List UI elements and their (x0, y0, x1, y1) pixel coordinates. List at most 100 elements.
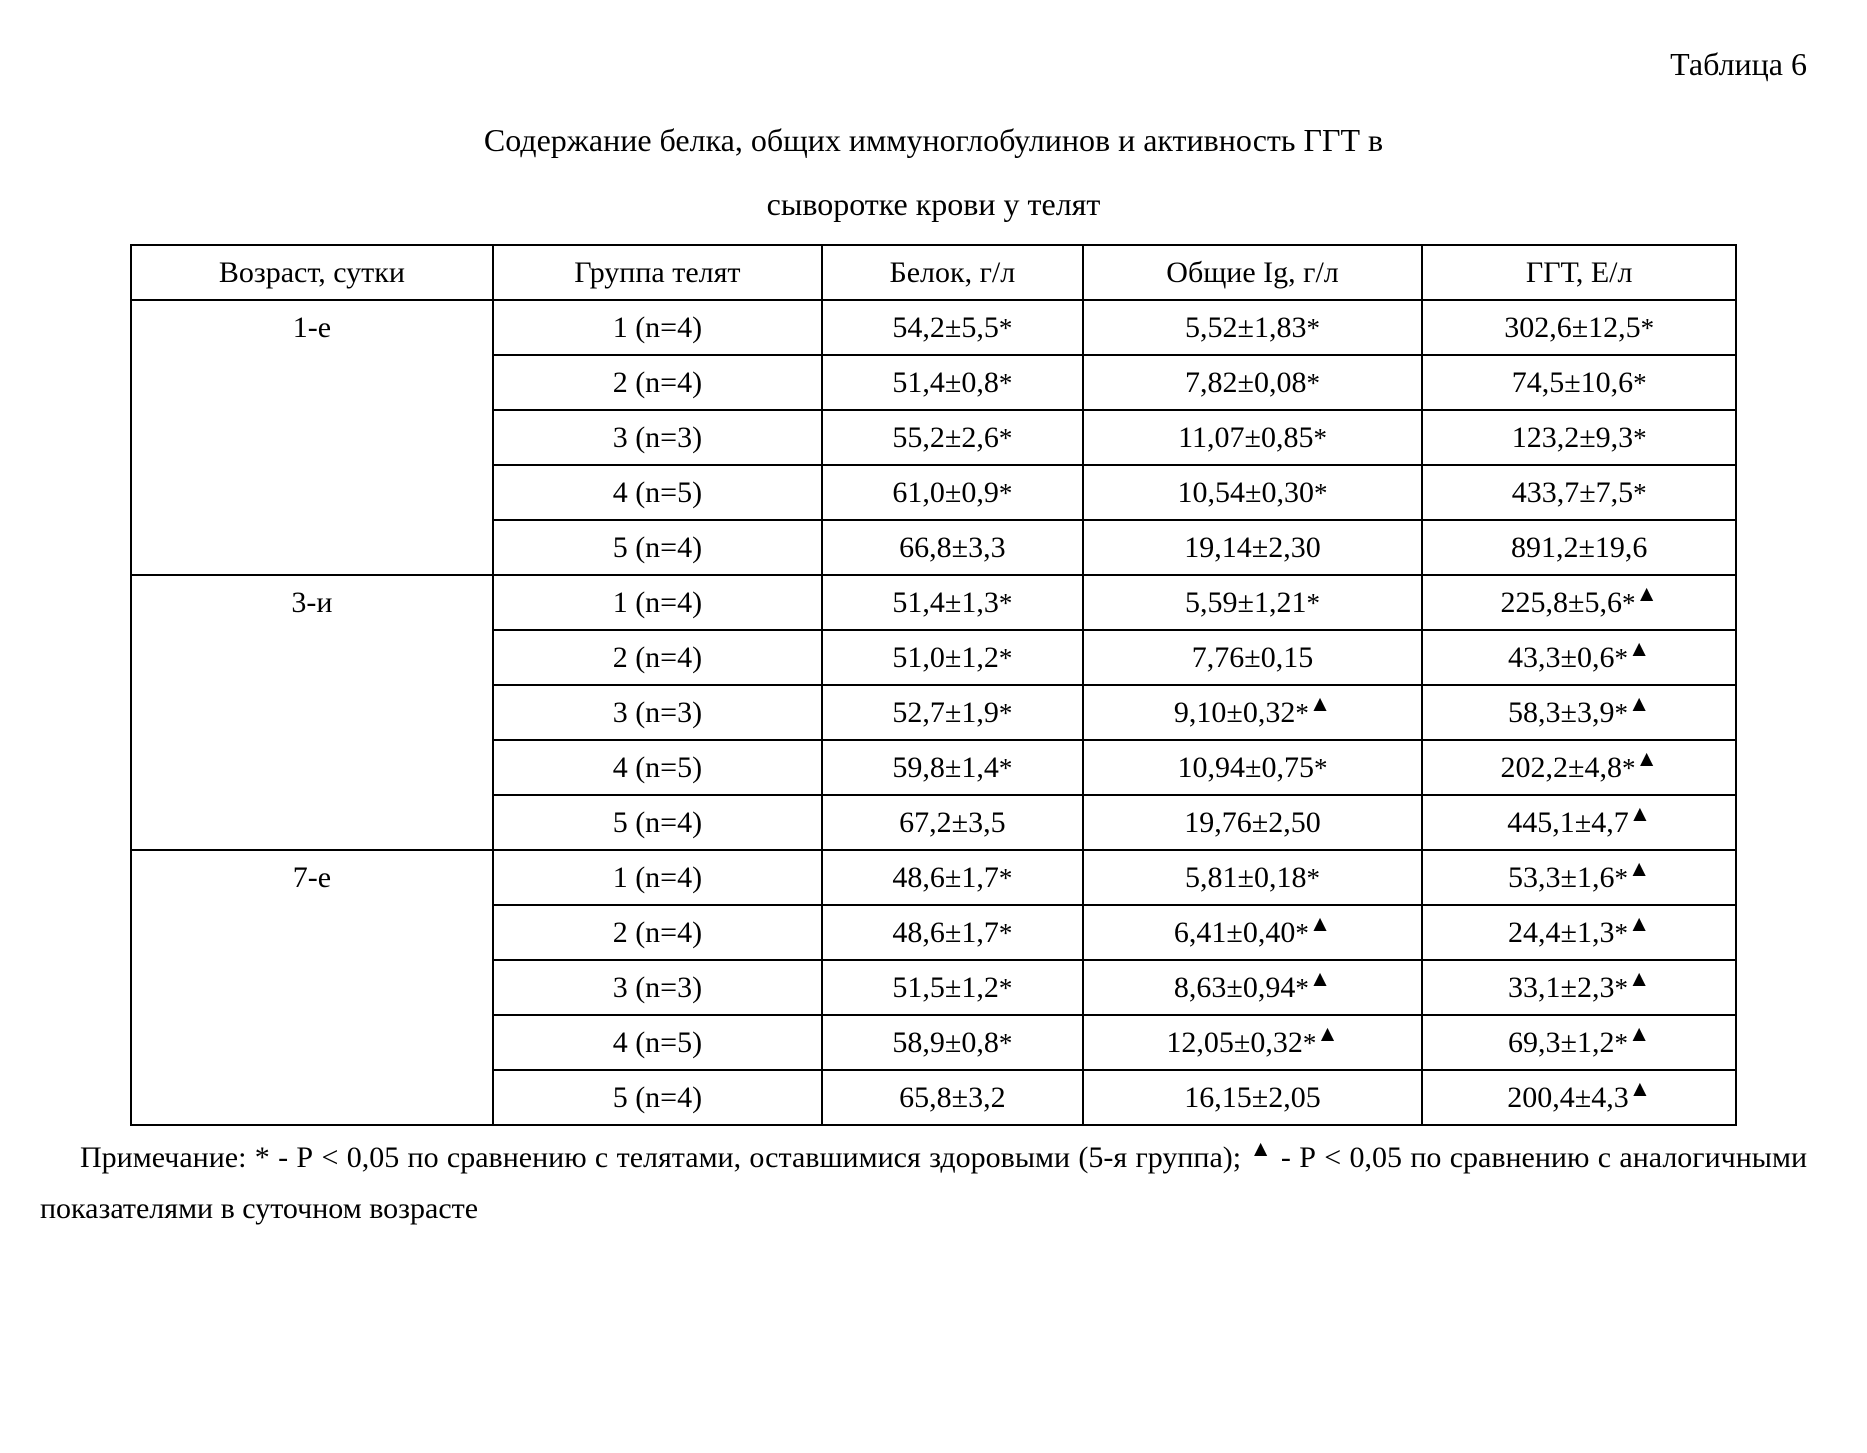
star-mark: * (999, 918, 1013, 948)
star-mark: * (1615, 1028, 1629, 1058)
header-ig: Общие Ig, г/л (1083, 245, 1422, 300)
ggt-value: 225,8±5,6 (1501, 586, 1622, 619)
group-cell: 3 (n=3) (493, 960, 822, 1015)
protein-cell: 54,2±5,5* (822, 300, 1083, 355)
star-mark: * (1303, 1028, 1317, 1058)
protein-value: 59,8±1,4 (892, 751, 998, 784)
ggt-cell: 433,7±7,5* (1422, 465, 1736, 520)
star-mark: * (1295, 698, 1309, 728)
ggt-value: 202,2±4,8 (1501, 751, 1622, 784)
group-cell: 5 (n=4) (493, 520, 822, 575)
table-footnote: Примечание: * - Р < 0,05 по сравнению с … (40, 1132, 1807, 1234)
star-mark: * (1295, 973, 1309, 1003)
ggt-value: 33,1±2,3 (1508, 971, 1614, 1004)
table-body: 1-е1 (n=4)54,2±5,5*5,52±1,83*302,6±12,5*… (131, 300, 1736, 1125)
star-mark: * (1622, 588, 1636, 618)
ggt-value: 24,4±1,3 (1508, 916, 1614, 949)
protein-value: 52,7±1,9 (892, 696, 998, 729)
triangle-mark: ▲ (1636, 746, 1658, 771)
ggt-cell: 53,3±1,6*▲ (1422, 850, 1736, 905)
ggt-cell: 24,4±1,3*▲ (1422, 905, 1736, 960)
star-mark: * (1633, 478, 1647, 508)
title-line-2: сыворотке крови у телят (767, 186, 1101, 222)
star-mark: * (1622, 753, 1636, 783)
ggt-value: 302,6±12,5 (1504, 311, 1640, 344)
table-title: Содержание белка, общих иммуноглобулинов… (60, 108, 1807, 236)
star-mark: * (1307, 588, 1321, 618)
triangle-mark: ▲ (1309, 911, 1331, 936)
star-mark: * (1615, 863, 1629, 893)
triangle-mark: ▲ (1636, 581, 1658, 606)
header-ggt: ГГТ, Е/л (1422, 245, 1736, 300)
table-row: 3-и1 (n=4)51,4±1,3*5,59±1,21*225,8±5,6*▲ (131, 575, 1736, 630)
ig-value: 9,10±0,32 (1174, 696, 1295, 729)
protein-value: 55,2±2,6 (892, 421, 998, 454)
star-mark: * (1314, 753, 1328, 783)
star-mark: * (1314, 478, 1328, 508)
triangle-mark: ▲ (1628, 636, 1650, 661)
ggt-cell: 202,2±4,8*▲ (1422, 740, 1736, 795)
ig-cell: 19,14±2,30 (1083, 520, 1422, 575)
ig-cell: 5,81±0,18* (1083, 850, 1422, 905)
star-mark: * (1615, 973, 1629, 1003)
protein-cell: 58,9±0,8* (822, 1015, 1083, 1070)
ggt-value: 43,3±0,6 (1508, 641, 1614, 674)
group-cell: 4 (n=5) (493, 465, 822, 520)
star-mark: * (1615, 918, 1629, 948)
star-mark: * (999, 643, 1013, 673)
ggt-value: 123,2±9,3 (1512, 421, 1633, 454)
triangle-mark: ▲ (1628, 691, 1650, 716)
star-mark: * (999, 698, 1013, 728)
ig-value: 16,15±2,05 (1184, 1081, 1320, 1114)
ig-cell: 12,05±0,32*▲ (1083, 1015, 1422, 1070)
star-mark: * (999, 863, 1013, 893)
triangle-mark: ▲ (1316, 1021, 1338, 1046)
ggt-cell: 69,3±1,2*▲ (1422, 1015, 1736, 1070)
ggt-cell: 200,4±4,3▲ (1422, 1070, 1736, 1125)
ig-value: 5,81±0,18 (1185, 861, 1306, 894)
group-cell: 1 (n=4) (493, 850, 822, 905)
group-cell: 4 (n=5) (493, 1015, 822, 1070)
ig-cell: 8,63±0,94*▲ (1083, 960, 1422, 1015)
group-cell: 5 (n=4) (493, 1070, 822, 1125)
ig-cell: 10,54±0,30* (1083, 465, 1422, 520)
ggt-value: 74,5±10,6 (1512, 366, 1633, 399)
protein-cell: 59,8±1,4* (822, 740, 1083, 795)
triangle-mark: ▲ (1629, 1076, 1651, 1101)
age-cell: 7-е (131, 850, 493, 1125)
protein-value: 48,6±1,7 (892, 861, 998, 894)
star-mark: * (1633, 423, 1647, 453)
ggt-value: 433,7±7,5 (1512, 476, 1633, 509)
protein-cell: 52,7±1,9* (822, 685, 1083, 740)
ggt-cell: 225,8±5,6*▲ (1422, 575, 1736, 630)
protein-cell: 51,5±1,2* (822, 960, 1083, 1015)
ig-cell: 16,15±2,05 (1083, 1070, 1422, 1125)
ggt-value: 53,3±1,6 (1508, 861, 1614, 894)
protein-value: 65,8±3,2 (899, 1081, 1005, 1114)
group-cell: 2 (n=4) (493, 905, 822, 960)
group-cell: 3 (n=3) (493, 685, 822, 740)
protein-value: 51,4±0,8 (892, 366, 998, 399)
ig-value: 7,82±0,08 (1185, 366, 1306, 399)
ig-value: 8,63±0,94 (1174, 971, 1295, 1004)
triangle-mark: ▲ (1629, 801, 1651, 826)
protein-cell: 61,0±0,9* (822, 465, 1083, 520)
table-row: 1-е1 (n=4)54,2±5,5*5,52±1,83*302,6±12,5* (131, 300, 1736, 355)
star-mark: * (1633, 368, 1647, 398)
triangle-icon: ▲ (1249, 1136, 1272, 1161)
ggt-cell: 33,1±2,3*▲ (1422, 960, 1736, 1015)
star-mark: * (999, 423, 1013, 453)
ggt-cell: 891,2±19,6 (1422, 520, 1736, 575)
ig-value: 7,76±0,15 (1192, 641, 1313, 674)
age-cell: 1-е (131, 300, 493, 575)
star-mark: * (1307, 368, 1321, 398)
ggt-cell: 123,2±9,3* (1422, 410, 1736, 465)
ggt-value: 200,4±4,3 (1507, 1081, 1628, 1114)
triangle-mark: ▲ (1628, 856, 1650, 881)
protein-value: 54,2±5,5 (892, 311, 998, 344)
protein-value: 66,8±3,3 (899, 531, 1005, 564)
ig-cell: 9,10±0,32*▲ (1083, 685, 1422, 740)
star-mark: * (999, 588, 1013, 618)
table-number-label: Таблица 6 (60, 40, 1807, 88)
ggt-cell: 74,5±10,6* (1422, 355, 1736, 410)
